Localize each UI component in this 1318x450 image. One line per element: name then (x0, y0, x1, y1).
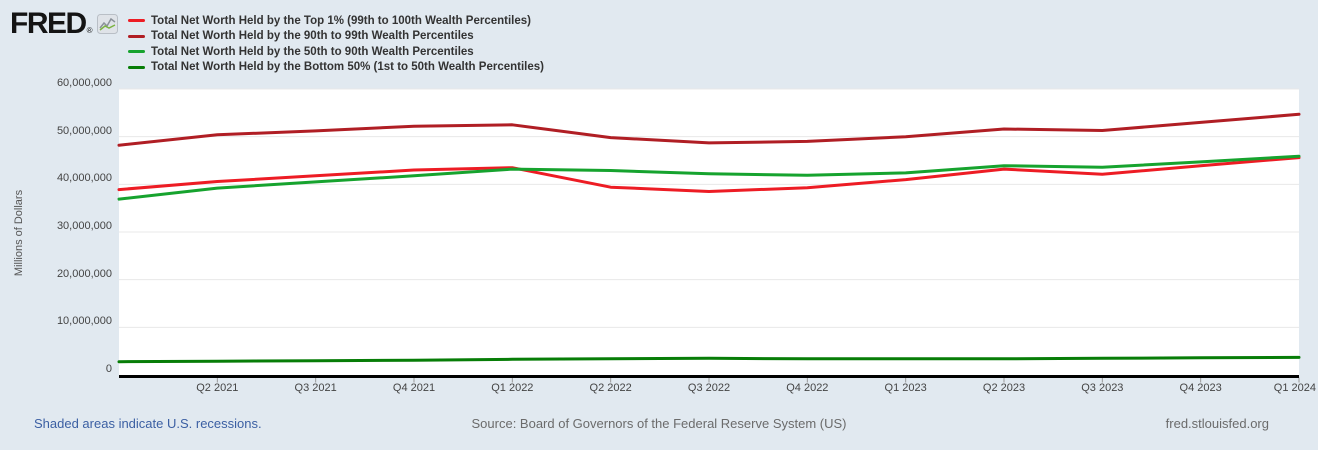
fred-logo[interactable]: FRED ® (10, 7, 118, 40)
x-tick-label: Q4 2023 (1179, 382, 1222, 394)
legend-swatch-bottom-50pct (128, 65, 145, 69)
legend-item-top-1pct[interactable]: Total Net Worth Held by the Top 1% (99th… (128, 13, 544, 29)
fred-logo-text: FRED (10, 7, 87, 40)
legend: Total Net Worth Held by the Top 1% (99th… (128, 13, 544, 75)
x-tick-label: Q2 2021 (196, 382, 239, 394)
y-tick-label: 0 (105, 363, 112, 375)
x-tick-label: Q2 2023 (982, 382, 1026, 394)
series-line-3[interactable] (117, 355, 1301, 364)
y-tick-label: 10,000,000 (56, 315, 112, 328)
y-tick-label: 40,000,000 (56, 172, 112, 185)
series-line-2[interactable] (117, 154, 1301, 201)
legend-item-50th-90th[interactable]: Total Net Worth Held by the 50th to 90th… (128, 44, 544, 60)
fred-url-link[interactable]: fred.stlouisfed.org (1165, 416, 1269, 431)
legend-item-90th-99th[interactable]: Total Net Worth Held by the 90th to 99th… (128, 29, 544, 45)
x-tick-label: Q1 2023 (884, 382, 927, 394)
series-line-1[interactable] (117, 112, 1301, 147)
y-tick-label: 50,000,000 (56, 124, 112, 137)
source-attribution: Source: Board of Governors of the Federa… (471, 416, 847, 431)
series-line-0[interactable] (117, 156, 1301, 193)
y-tick-label: 60,000,000 (56, 77, 112, 89)
legend-swatch-top-1pct (128, 19, 145, 23)
legend-swatch-90th-99th (128, 34, 145, 38)
registered-trademark: ® (86, 26, 93, 35)
x-tick-label: Q1 2024 (1273, 382, 1316, 394)
y-tick-label: 30,000,000 (56, 220, 112, 232)
x-tick-label: Q2 2022 (589, 382, 632, 394)
legend-item-bottom-50pct[interactable]: Total Net Worth Held by the Bottom 50% (… (128, 60, 544, 76)
legend-swatch-50th-90th (128, 50, 145, 54)
legend-label-90th-99th: Total Net Worth Held by the 90th to 99th… (151, 30, 474, 43)
x-tick-label: Q3 2023 (1081, 382, 1124, 394)
x-tick-label: Q4 2021 (392, 382, 436, 394)
x-tick-label: Q3 2021 (294, 382, 337, 394)
y-tick-label: 20,000,000 (56, 267, 112, 280)
x-tick-label: Q1 2022 (491, 382, 534, 394)
x-tick-label: Q3 2022 (687, 382, 731, 394)
legend-label-50th-90th: Total Net Worth Held by the 50th to 90th… (151, 45, 474, 58)
fred-logo-chart-icon (96, 14, 118, 34)
recessions-note-link[interactable]: Shaded areas indicate U.S. recessions. (34, 416, 262, 431)
x-tick-label: Q4 2022 (786, 382, 829, 394)
legend-label-top-1pct: Total Net Worth Held by the Top 1% (99th… (151, 14, 531, 27)
legend-label-bottom-50pct: Total Net Worth Held by the Bottom 50% (… (151, 61, 544, 74)
